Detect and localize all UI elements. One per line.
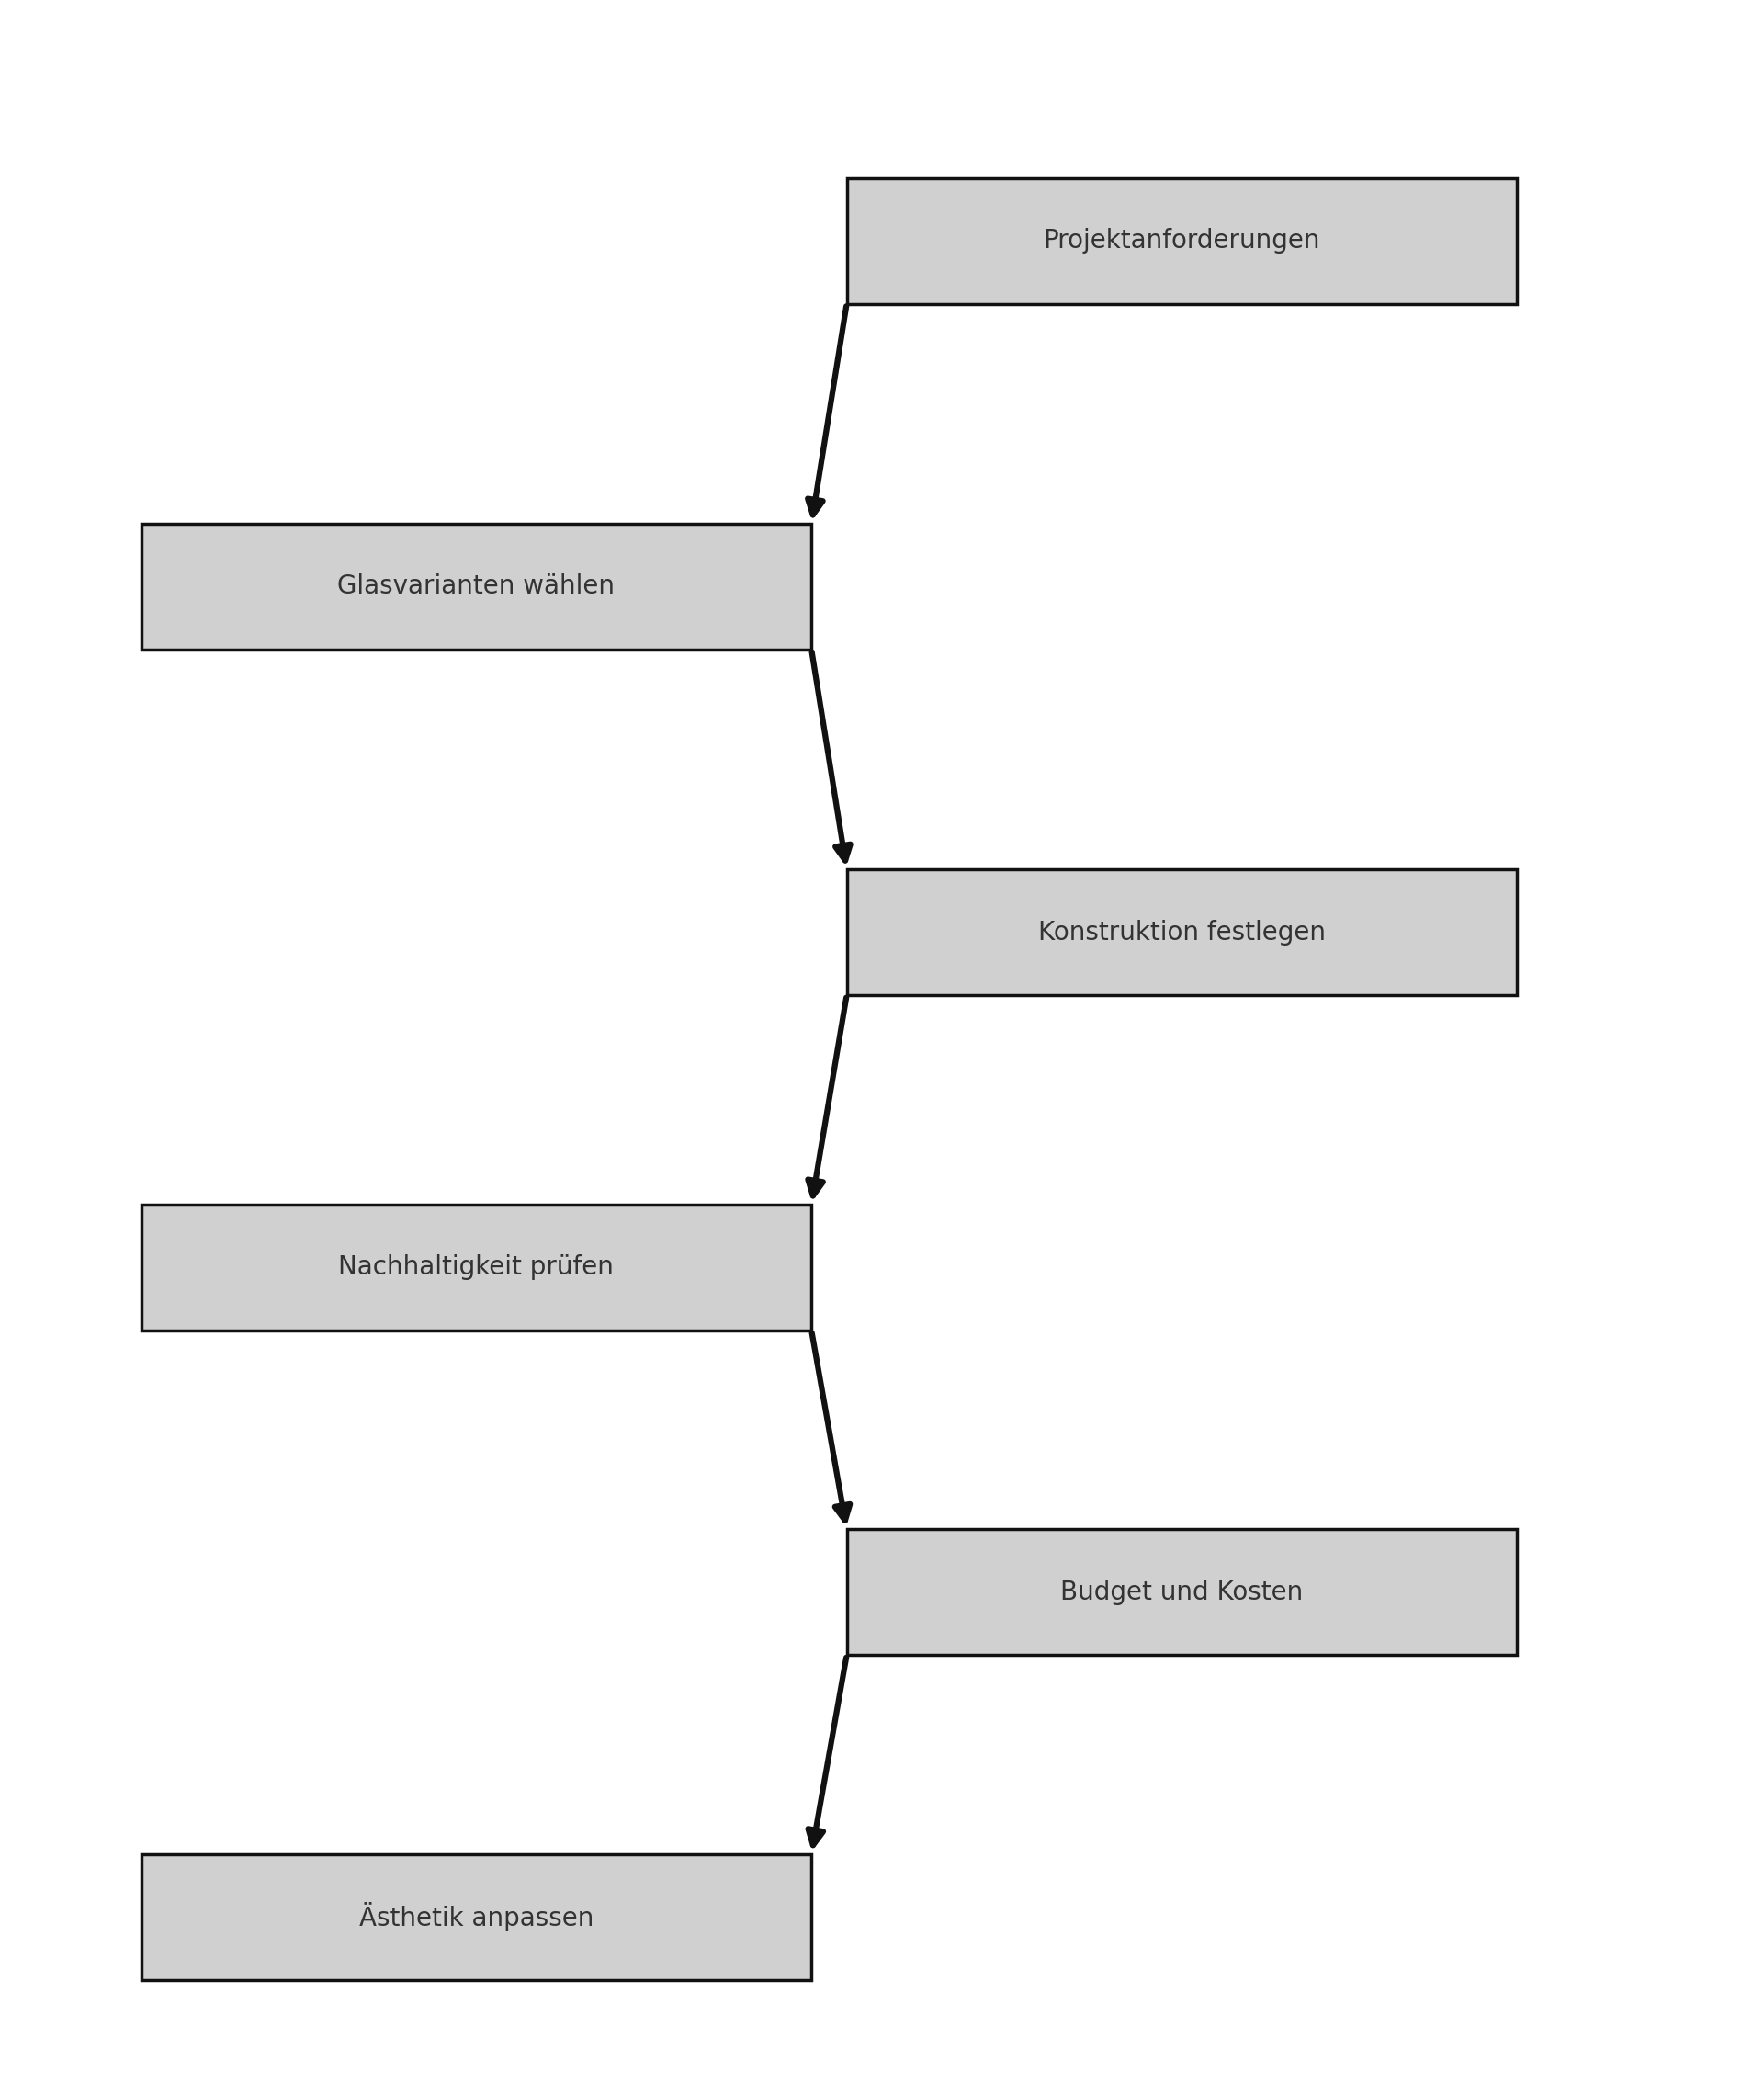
Text: Nachhaltigkeit prüfen: Nachhaltigkeit prüfen	[339, 1255, 614, 1280]
FancyBboxPatch shape	[847, 1529, 1517, 1655]
Text: Ästhetik anpassen: Ästhetik anpassen	[358, 1902, 594, 1932]
FancyBboxPatch shape	[141, 1854, 811, 1980]
Text: Glasvarianten wählen: Glasvarianten wählen	[337, 574, 616, 599]
FancyBboxPatch shape	[141, 1205, 811, 1330]
Text: Projektanforderungen: Projektanforderungen	[1043, 228, 1321, 253]
FancyBboxPatch shape	[847, 178, 1517, 304]
FancyBboxPatch shape	[847, 869, 1517, 995]
Text: Konstruktion festlegen: Konstruktion festlegen	[1037, 920, 1327, 945]
Text: Budget und Kosten: Budget und Kosten	[1060, 1580, 1304, 1605]
FancyBboxPatch shape	[141, 524, 811, 649]
